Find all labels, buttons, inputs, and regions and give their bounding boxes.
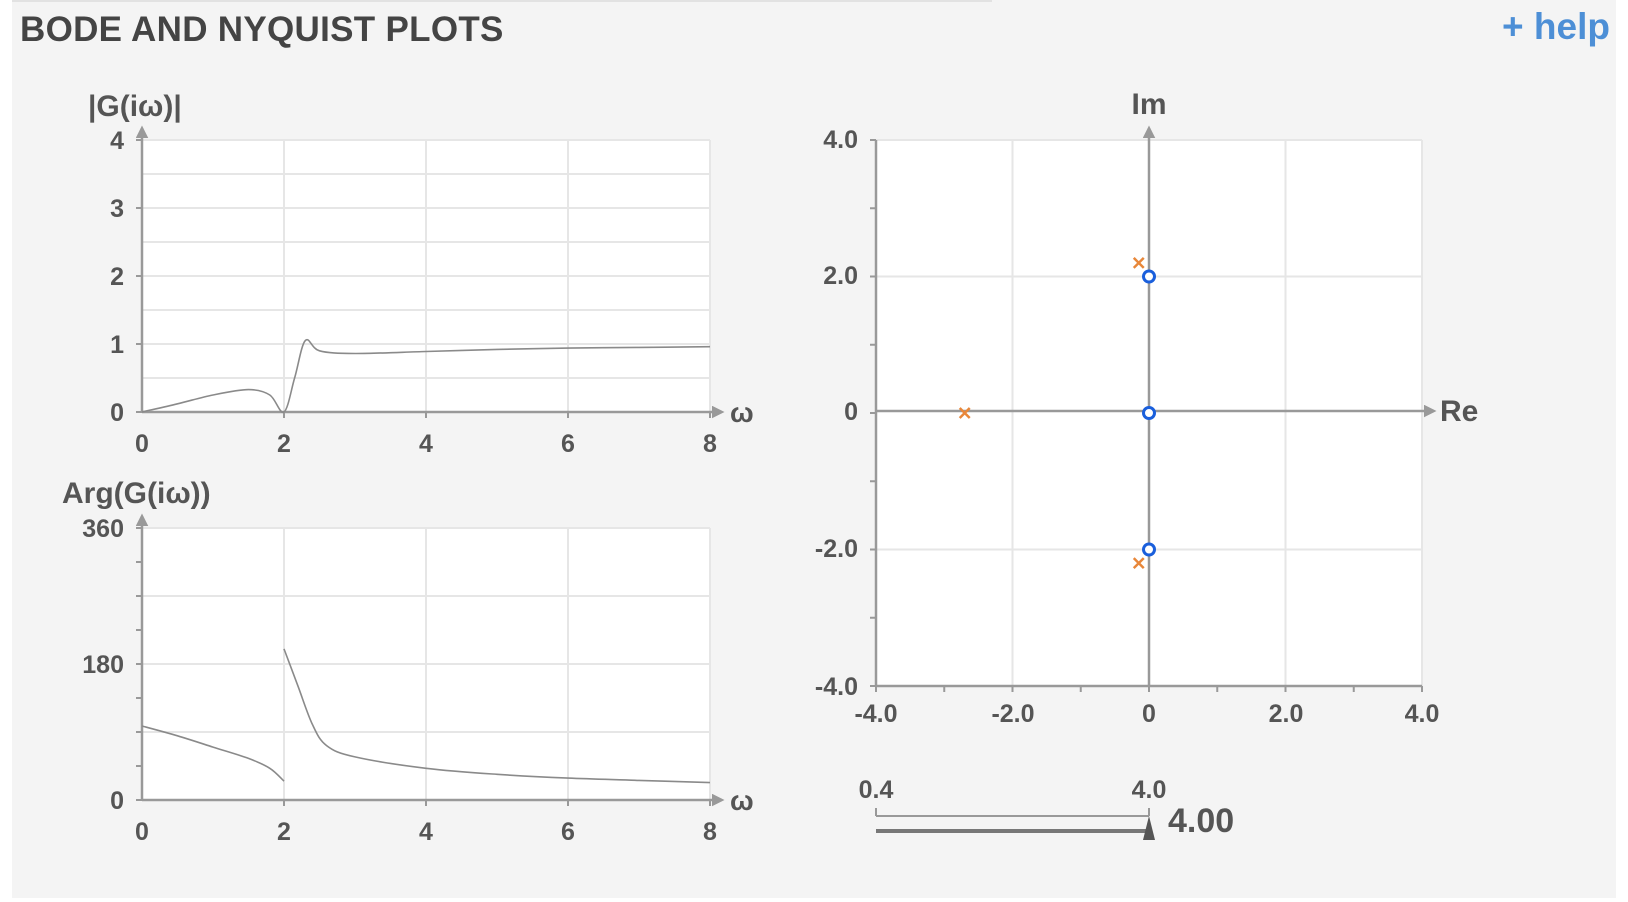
phase-x-tick-label: 4 <box>419 818 433 846</box>
mag-y-tick-label: 4 <box>110 127 124 155</box>
slider-track[interactable] <box>876 829 1149 833</box>
pz-y-tick-label: -2.0 <box>815 535 858 563</box>
page-title: BODE AND NYQUIST PLOTS <box>20 10 504 49</box>
phase-y-label: Arg(G(iω)) <box>62 477 211 510</box>
pz-x-tick-label: 2.0 <box>1269 700 1304 728</box>
zero-marker <box>1142 406 1156 420</box>
phase-curve-low <box>141 725 285 782</box>
pole-marker-stroke <box>958 407 971 419</box>
phase-curve-high <box>283 648 711 784</box>
pz-x-tick-label: -2.0 <box>991 700 1034 728</box>
magnitude-grid <box>142 139 711 412</box>
pole-zero-ticks <box>870 139 1423 692</box>
slider-min-label: 0.4 <box>859 776 894 804</box>
pz-y-tick-label: 4.0 <box>823 126 858 154</box>
bode-nyquist-panel: BODE AND NYQUIST PLOTS + help |G(iω)| ω … <box>12 0 1616 898</box>
pole-zero-x-tick-labels: -4.0 -2.0 0 2.0 4.0 <box>854 700 1439 728</box>
pole-marker-stroke <box>1132 557 1145 570</box>
pole-marker-stroke <box>1132 256 1145 269</box>
real-axis-label: Re <box>1440 395 1478 428</box>
mag-x-tick-label: 0 <box>135 430 149 458</box>
phase-x-tick-label: 8 <box>703 818 717 846</box>
pz-y-tick-label: -4.0 <box>815 673 858 701</box>
magnitude-plot: |G(iω)| ω 0 2 4 6 8 0 1 2 3 4 <box>88 90 754 458</box>
slider-max-label: 4.0 <box>1132 776 1167 804</box>
mag-y-tick-label: 3 <box>110 195 124 223</box>
phase-plot: Arg(G(iω)) ω 0 2 4 6 8 0 180 360 <box>62 477 754 846</box>
imaginary-axis-label: Im <box>1131 88 1166 121</box>
mag-x-tick-label: 6 <box>561 430 575 458</box>
pz-y-tick-label: 0 <box>844 398 858 426</box>
phase-x-tick-label: 6 <box>561 818 575 846</box>
pole-zero-y-tick-labels: -4.0 -2.0 0 2.0 4.0 <box>815 126 858 701</box>
parameter-slider[interactable]: 0.4 4.0 4.00 <box>859 776 1235 840</box>
magnitude-x-tick-labels: 0 2 4 6 8 <box>135 430 717 458</box>
phase-x-tick-labels: 0 2 4 6 8 <box>135 818 717 846</box>
pz-x-tick-label: -4.0 <box>854 700 897 728</box>
top-divider <box>12 0 992 2</box>
pz-x-tick-label: 0 <box>1142 700 1156 728</box>
plots-canvas: |G(iω)| ω 0 2 4 6 8 0 1 2 3 4 <box>62 88 1478 846</box>
phase-x-label: ω <box>730 785 754 816</box>
pole-marker <box>1132 256 1145 269</box>
mag-y-tick-label: 0 <box>110 399 124 427</box>
mag-x-tick-label: 4 <box>419 430 433 458</box>
mag-x-tick-label: 2 <box>277 430 291 458</box>
phase-y-tick-label: 0 <box>110 787 124 815</box>
pz-x-tick-label: 4.0 <box>1405 700 1440 728</box>
magnitude-y-label: |G(iω)| <box>88 90 182 123</box>
pole-marker <box>958 407 971 419</box>
zero-marker <box>1142 269 1156 284</box>
mag-x-tick-label: 8 <box>703 430 717 458</box>
pole-zero-plot: Im Re -4.0 -2.0 0 2.0 4.0 -4.0 -2.0 0 2.… <box>815 88 1478 728</box>
phase-x-tick-label: 2 <box>277 818 291 846</box>
slider-thumb[interactable] <box>1143 816 1155 840</box>
magnitude-curve <box>141 338 711 414</box>
phase-ticks <box>136 527 711 806</box>
phase-grid <box>142 527 711 800</box>
magnitude-ticks <box>136 139 711 418</box>
help-link[interactable]: + help <box>1502 6 1610 47</box>
mag-y-tick-label: 2 <box>110 263 124 291</box>
phase-y-tick-labels: 0 180 360 <box>82 515 124 815</box>
phase-y-tick-label: 180 <box>82 651 124 679</box>
slider-value-label: 4.00 <box>1168 802 1234 840</box>
magnitude-x-label: ω <box>730 397 754 428</box>
pole-zero-marks <box>958 256 1156 570</box>
magnitude-y-tick-labels: 0 1 2 3 4 <box>110 127 124 427</box>
pz-y-tick-label: 2.0 <box>823 262 858 290</box>
pole-marker <box>1132 557 1145 570</box>
phase-y-tick-label: 360 <box>82 515 124 543</box>
mag-y-tick-label: 1 <box>110 331 124 359</box>
phase-x-tick-label: 0 <box>135 818 149 846</box>
zero-marker <box>1142 542 1156 557</box>
